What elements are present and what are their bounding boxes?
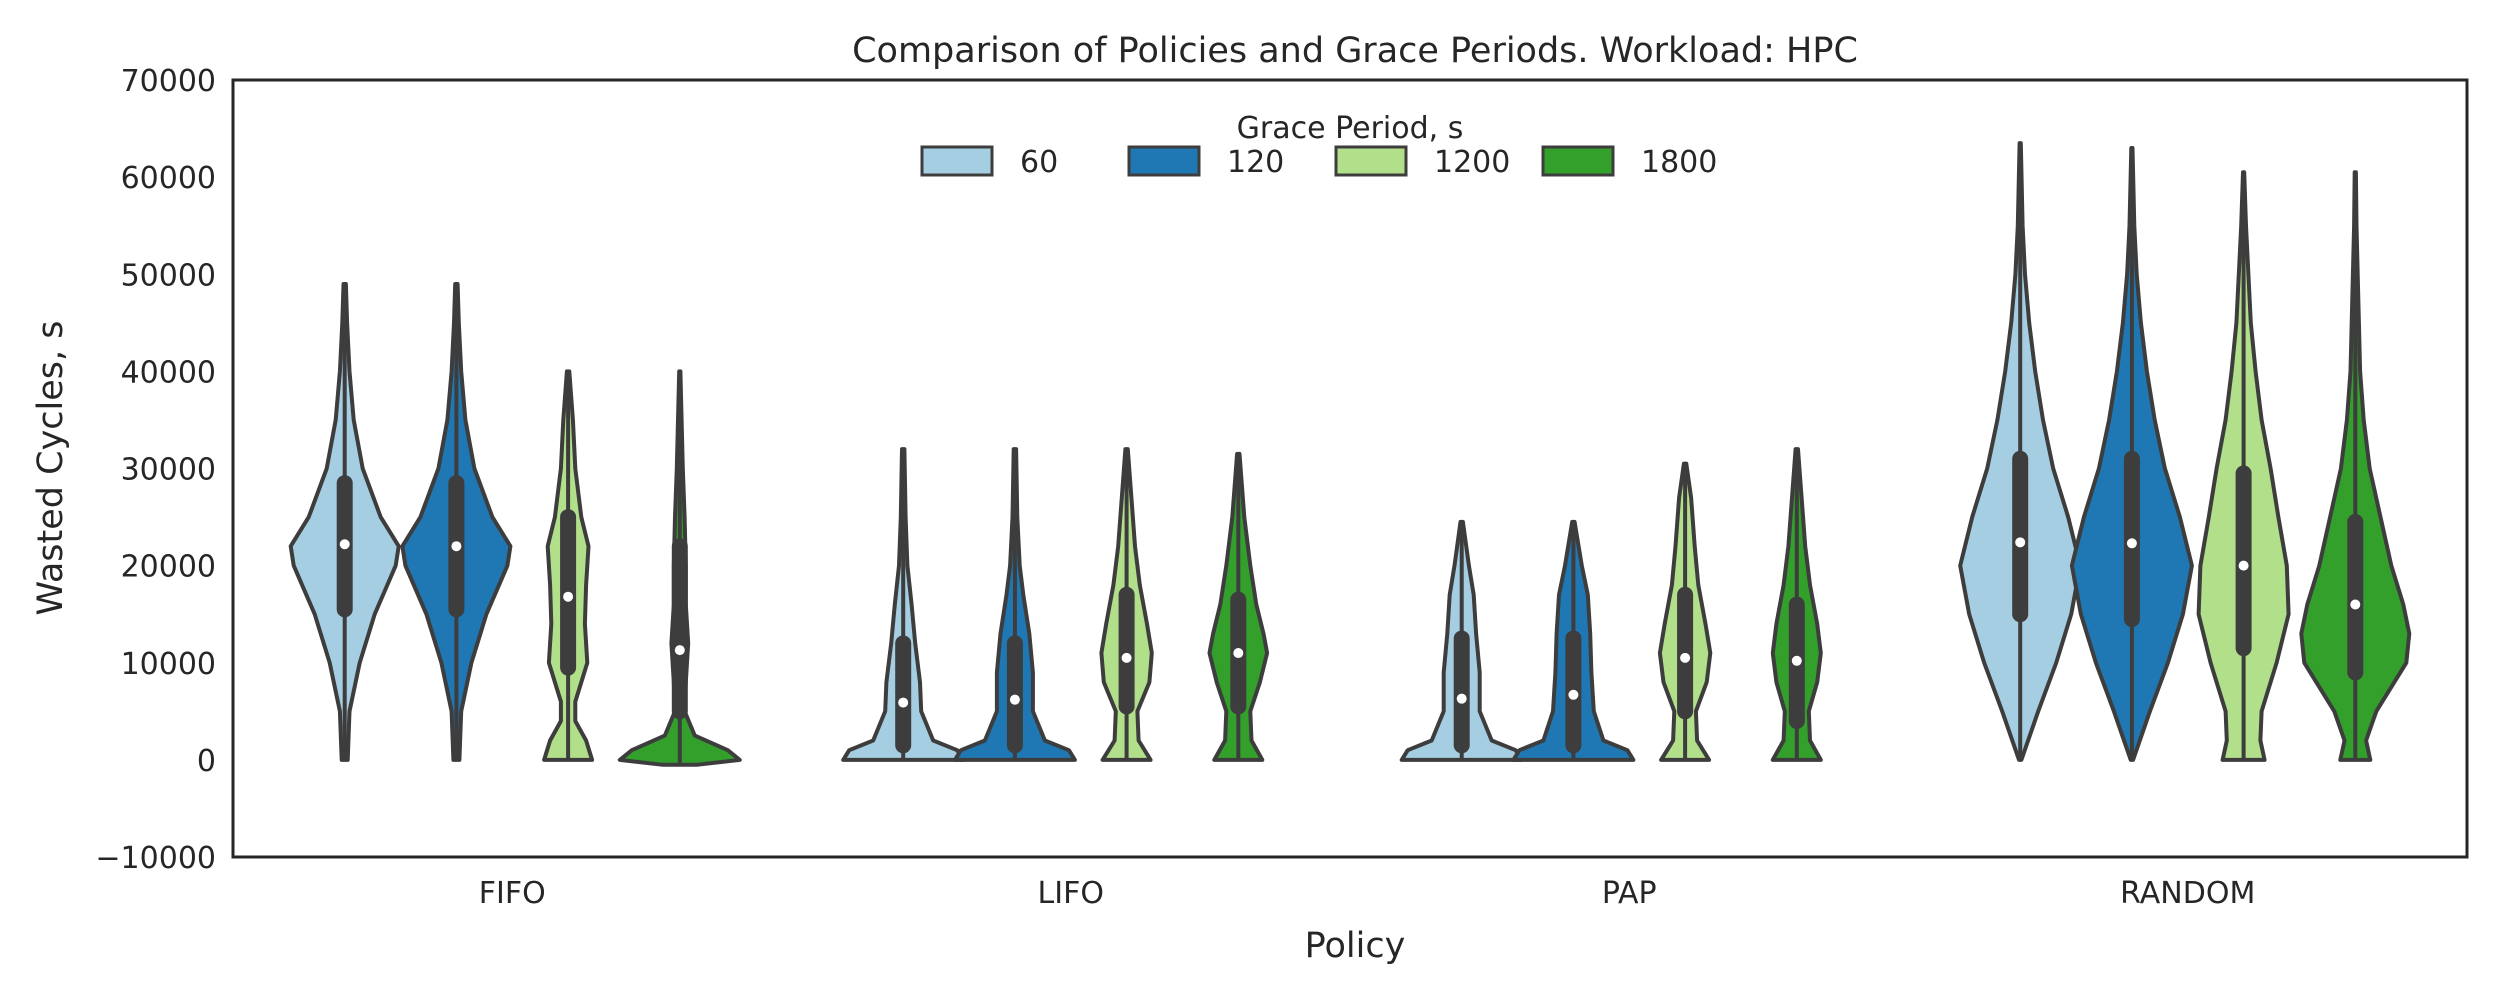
y-axis-label: Wasted Cycles, s (31, 320, 71, 615)
violin (1657, 461, 1713, 762)
violin-median-point (2350, 599, 2361, 610)
violin-median-point (2126, 538, 2137, 549)
plot-area (288, 141, 2412, 767)
legend-label: 1200 (1434, 145, 1510, 180)
legend-title: Grace Period, s (1237, 111, 1464, 146)
y-tick-label: −10000 (95, 841, 216, 876)
legend-swatch (1334, 145, 1408, 177)
legend-swatch (1541, 145, 1615, 177)
violin-median-point (2015, 537, 2026, 548)
legend-swatch (920, 145, 994, 177)
violin-median-point (1680, 652, 1691, 663)
legend-label: 60 (1020, 145, 1058, 180)
violin (288, 282, 401, 762)
x-axis-label: Policy (1305, 926, 1406, 966)
chart-title: Comparison of Policies and Grace Periods… (852, 31, 1858, 71)
violin (1770, 447, 1823, 762)
violin-median-point (898, 697, 909, 708)
violin (1099, 447, 1154, 762)
violin (1207, 451, 1270, 762)
plot-frame (231, 78, 2469, 859)
x-tick-labels: FIFO LIFO PAP RANDOM (479, 876, 2256, 911)
violin-median-point (563, 591, 574, 602)
y-tick-label: 70000 (121, 64, 216, 99)
x-tick-label: FIFO (479, 876, 546, 911)
legend-swatch (1127, 145, 1201, 177)
violin (400, 282, 513, 762)
violin-median-point (1121, 652, 1132, 663)
violin (542, 369, 595, 762)
violin-median-point (2238, 560, 2249, 571)
violin-median-point (339, 539, 350, 550)
y-tick-label: 40000 (121, 355, 216, 390)
violin (617, 369, 742, 767)
violin-median-point (1568, 689, 1579, 700)
violin (2069, 146, 2194, 762)
y-tick-label: 20000 (121, 550, 216, 585)
legend-label: 120 (1227, 145, 1284, 180)
y-tick-label: 60000 (121, 161, 216, 196)
violin-median-point (1009, 694, 1020, 705)
violin (1399, 519, 1524, 762)
violin (1958, 141, 2083, 762)
x-tick-label: RANDOM (2120, 876, 2255, 911)
violin-median-point (1791, 655, 1802, 666)
y-tick-labels: −10000 0 10000 20000 30000 40000 50000 60000 700… (95, 64, 216, 876)
violin-median-point (1456, 693, 1467, 704)
violin (2196, 170, 2291, 762)
x-tick-label: PAP (1602, 876, 1657, 911)
legend: Grace Period, s 60 120 1200 1800 (920, 111, 1717, 180)
x-tick-label: LIFO (1038, 876, 1104, 911)
violin (952, 447, 1077, 762)
y-tick-label: 30000 (121, 453, 216, 488)
violin (841, 447, 966, 762)
violin-median-point (451, 541, 462, 552)
violin-median-point (674, 645, 685, 656)
violin (1511, 519, 1636, 762)
violin (2299, 170, 2412, 762)
y-tick-label: 10000 (121, 647, 216, 682)
y-tick-label: 0 (197, 744, 216, 779)
y-tick-label: 50000 (121, 258, 216, 293)
violin-median-point (1233, 648, 1244, 659)
legend-label: 1800 (1641, 145, 1717, 180)
